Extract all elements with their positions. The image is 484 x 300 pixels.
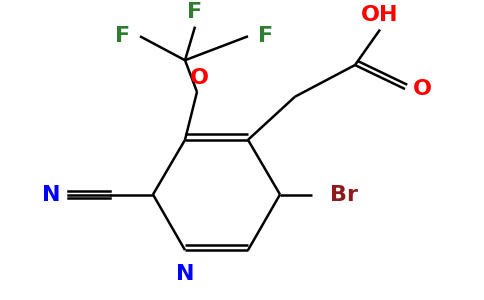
Text: O: O: [413, 79, 432, 99]
Text: N: N: [176, 264, 194, 284]
Text: OH: OH: [361, 5, 399, 25]
Text: F: F: [187, 2, 203, 22]
Text: F: F: [115, 26, 130, 46]
Text: O: O: [190, 68, 209, 88]
Text: N: N: [42, 184, 60, 205]
Text: Br: Br: [330, 184, 358, 205]
Text: F: F: [258, 26, 273, 46]
